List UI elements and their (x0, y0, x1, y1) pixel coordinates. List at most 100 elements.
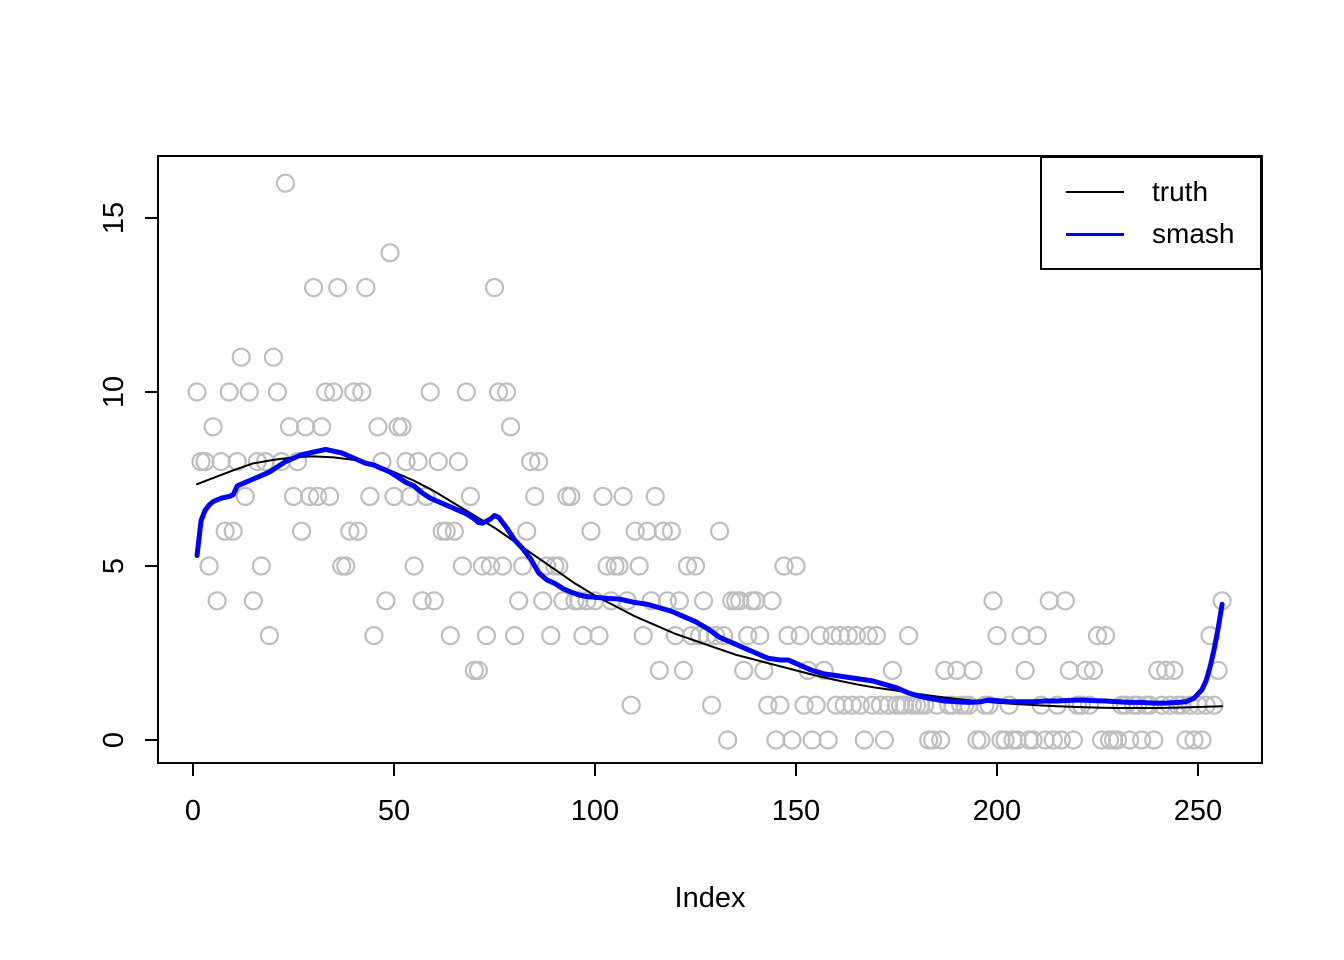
scatter-point (1055, 591, 1075, 611)
scatter-point (251, 556, 271, 576)
scatter-point (669, 591, 690, 611)
y-tick-label: 10 (98, 376, 130, 408)
scatter-point (396, 452, 416, 472)
scatter-point (573, 625, 593, 646)
scatter-point (424, 591, 444, 611)
scatter-point (1196, 695, 1216, 715)
x-tick-label: 150 (772, 795, 820, 827)
scatter-point (846, 625, 866, 646)
scatter-point (517, 521, 537, 541)
scatter-point (589, 625, 609, 646)
plot-box (157, 155, 1263, 764)
scatter-point (758, 695, 778, 715)
scatter-point (637, 521, 657, 541)
scatter-point (344, 382, 364, 402)
scatter-point (340, 521, 360, 541)
scatter-point (211, 452, 231, 472)
scatter-point (854, 730, 874, 750)
scatter-point (802, 730, 822, 750)
scatter-point (746, 591, 766, 611)
scatter-point (488, 382, 509, 402)
scatter-point (625, 521, 645, 541)
scatter-point (187, 382, 207, 402)
scatter-point (633, 625, 653, 646)
scatter-point (850, 695, 870, 715)
legend-item-truth: truth (1042, 178, 1260, 206)
scatter-point (995, 730, 1015, 750)
scatter-point (1132, 730, 1152, 750)
scatter-point (1079, 695, 1100, 715)
scatter-point (557, 486, 577, 506)
scatter-point (316, 382, 336, 402)
scatter-point (1019, 730, 1039, 750)
scatter-point (203, 417, 223, 437)
scatter-point (866, 625, 887, 646)
scatter-point (368, 417, 388, 437)
scatter-point (1184, 730, 1204, 750)
scatter-point (770, 695, 790, 715)
scatter-point (726, 591, 746, 611)
scatter-point (1071, 695, 1092, 715)
scatter-point (444, 521, 464, 541)
scatter-point (239, 382, 259, 402)
scatter-point (525, 486, 545, 506)
scatter-point (533, 591, 553, 611)
legend-line-smash (1066, 232, 1124, 236)
scatter-point (380, 243, 400, 263)
scatter-point (818, 730, 838, 750)
scatter-point (352, 382, 372, 402)
scatter-point (1116, 695, 1136, 715)
x-tick-label: 0 (185, 795, 201, 827)
scatter-point (259, 625, 279, 646)
scatter-point (1095, 625, 1116, 646)
scatter-point (762, 591, 782, 611)
scatter-point (448, 452, 468, 472)
scatter-point (504, 625, 525, 646)
scatter-point (734, 660, 754, 681)
scatter-point (452, 556, 472, 576)
scatter-point (207, 591, 227, 611)
legend: truth smash (1040, 156, 1262, 270)
scatter-point (685, 556, 706, 576)
scatter-point (304, 278, 324, 298)
scatter-point (1063, 730, 1083, 750)
scatter-point (593, 486, 613, 506)
scatter-point (645, 486, 665, 506)
scatter-point (967, 730, 987, 750)
scatter-point (842, 695, 862, 715)
scatter-point (308, 486, 328, 506)
y-tick-label: 5 (98, 558, 130, 574)
scatter-point (428, 452, 448, 472)
scatter-point (1027, 625, 1047, 646)
scatter-point (1204, 695, 1224, 715)
scatter-point (267, 382, 288, 402)
scatter-point (1120, 730, 1140, 750)
scatter-point (1144, 730, 1164, 750)
scatter-point (778, 625, 798, 646)
scatter-point (231, 347, 251, 367)
scatter-point (1164, 660, 1184, 681)
legend-item-smash: smash (1042, 220, 1260, 248)
scatter-point (291, 521, 312, 541)
scatter-point (987, 625, 1007, 646)
scatter-point (235, 486, 255, 506)
scatter-point (979, 695, 999, 715)
series-line-truth (196, 455, 1224, 709)
legend-line-truth (1066, 191, 1124, 193)
scatter-point (275, 173, 296, 193)
scatter-point (983, 591, 1003, 611)
scatter-point (1107, 730, 1128, 750)
series-line-smash (194, 446, 1225, 706)
scatter-point (360, 486, 380, 506)
scatter-point (492, 556, 513, 576)
scatter-point (882, 660, 903, 681)
scatter-point (750, 625, 770, 646)
scatter-point (971, 730, 991, 750)
scatter-point (348, 521, 368, 541)
scatter-point (509, 591, 529, 611)
scatter-point (613, 486, 633, 506)
scatter-point (436, 521, 456, 541)
scatter-point (561, 486, 581, 506)
scatter-point (923, 730, 943, 750)
